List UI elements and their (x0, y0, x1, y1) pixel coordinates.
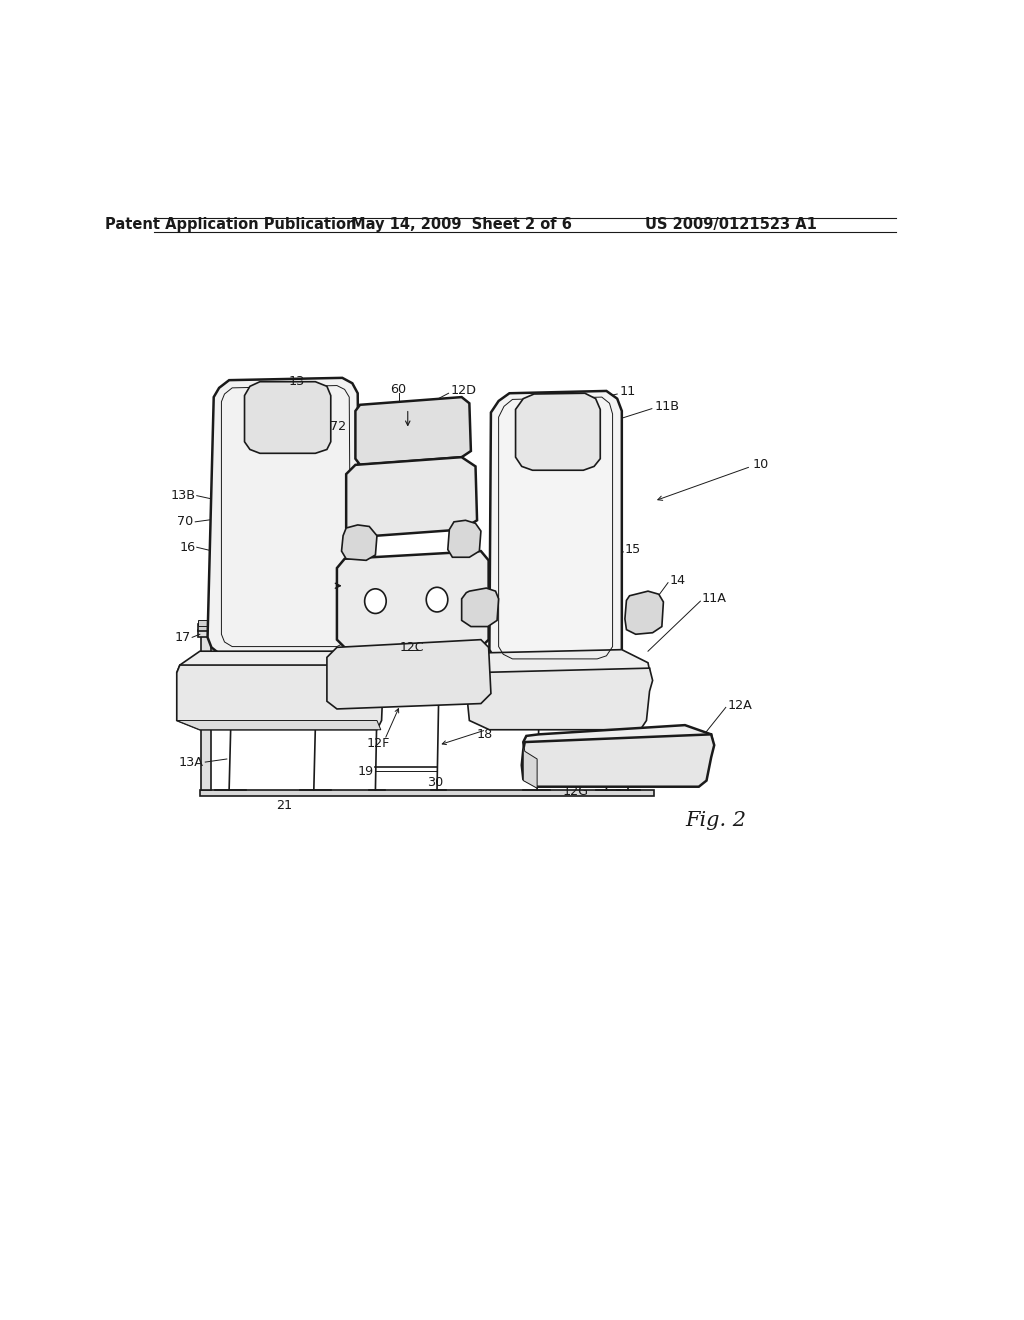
Text: 12D: 12D (451, 384, 476, 397)
Polygon shape (468, 649, 649, 692)
Polygon shape (468, 668, 652, 730)
Text: Fig. 2: Fig. 2 (685, 810, 745, 830)
Polygon shape (177, 651, 386, 692)
Text: 30: 30 (427, 776, 442, 788)
Text: 12C: 12C (399, 640, 424, 653)
Ellipse shape (426, 587, 447, 612)
Polygon shape (177, 665, 386, 730)
Text: 72: 72 (330, 420, 346, 433)
Text: US 2009/0121523 A1: US 2009/0121523 A1 (645, 216, 817, 232)
Text: 12F: 12F (367, 737, 390, 750)
Polygon shape (245, 381, 331, 453)
Polygon shape (199, 624, 214, 631)
Polygon shape (355, 397, 471, 465)
Polygon shape (208, 378, 360, 653)
Polygon shape (177, 721, 381, 730)
Polygon shape (346, 457, 477, 537)
Text: Patent Application Publication: Patent Application Publication (104, 216, 356, 232)
Polygon shape (202, 636, 211, 789)
Text: 12A: 12A (727, 698, 753, 711)
Text: 11A: 11A (701, 593, 727, 606)
Polygon shape (625, 591, 664, 635)
Polygon shape (200, 789, 654, 796)
Text: 60: 60 (390, 383, 407, 396)
Text: 12G: 12G (562, 785, 589, 797)
Ellipse shape (365, 589, 386, 614)
Text: 21: 21 (276, 799, 293, 812)
Polygon shape (327, 640, 490, 709)
Polygon shape (342, 525, 377, 561)
Polygon shape (199, 630, 214, 638)
Polygon shape (462, 589, 499, 627)
Polygon shape (523, 725, 713, 759)
Text: 10: 10 (753, 458, 769, 471)
Text: 70: 70 (177, 515, 194, 528)
Text: 17: 17 (174, 631, 190, 644)
Polygon shape (523, 742, 538, 788)
Polygon shape (447, 520, 481, 557)
Text: 13B: 13B (170, 490, 196, 502)
Text: 13A: 13A (179, 755, 204, 768)
Text: 14: 14 (670, 574, 686, 587)
Text: 18: 18 (476, 727, 493, 741)
Text: 15: 15 (625, 543, 641, 556)
Text: 13: 13 (289, 375, 305, 388)
Text: 16: 16 (179, 541, 196, 554)
Polygon shape (337, 552, 488, 647)
Text: 11: 11 (620, 385, 636, 399)
Polygon shape (515, 393, 600, 470)
Polygon shape (489, 391, 622, 667)
Text: 19: 19 (357, 764, 374, 777)
Polygon shape (199, 620, 215, 626)
Text: May 14, 2009  Sheet 2 of 6: May 14, 2009 Sheet 2 of 6 (351, 216, 572, 232)
Polygon shape (521, 734, 714, 787)
Text: 11B: 11B (654, 400, 679, 413)
